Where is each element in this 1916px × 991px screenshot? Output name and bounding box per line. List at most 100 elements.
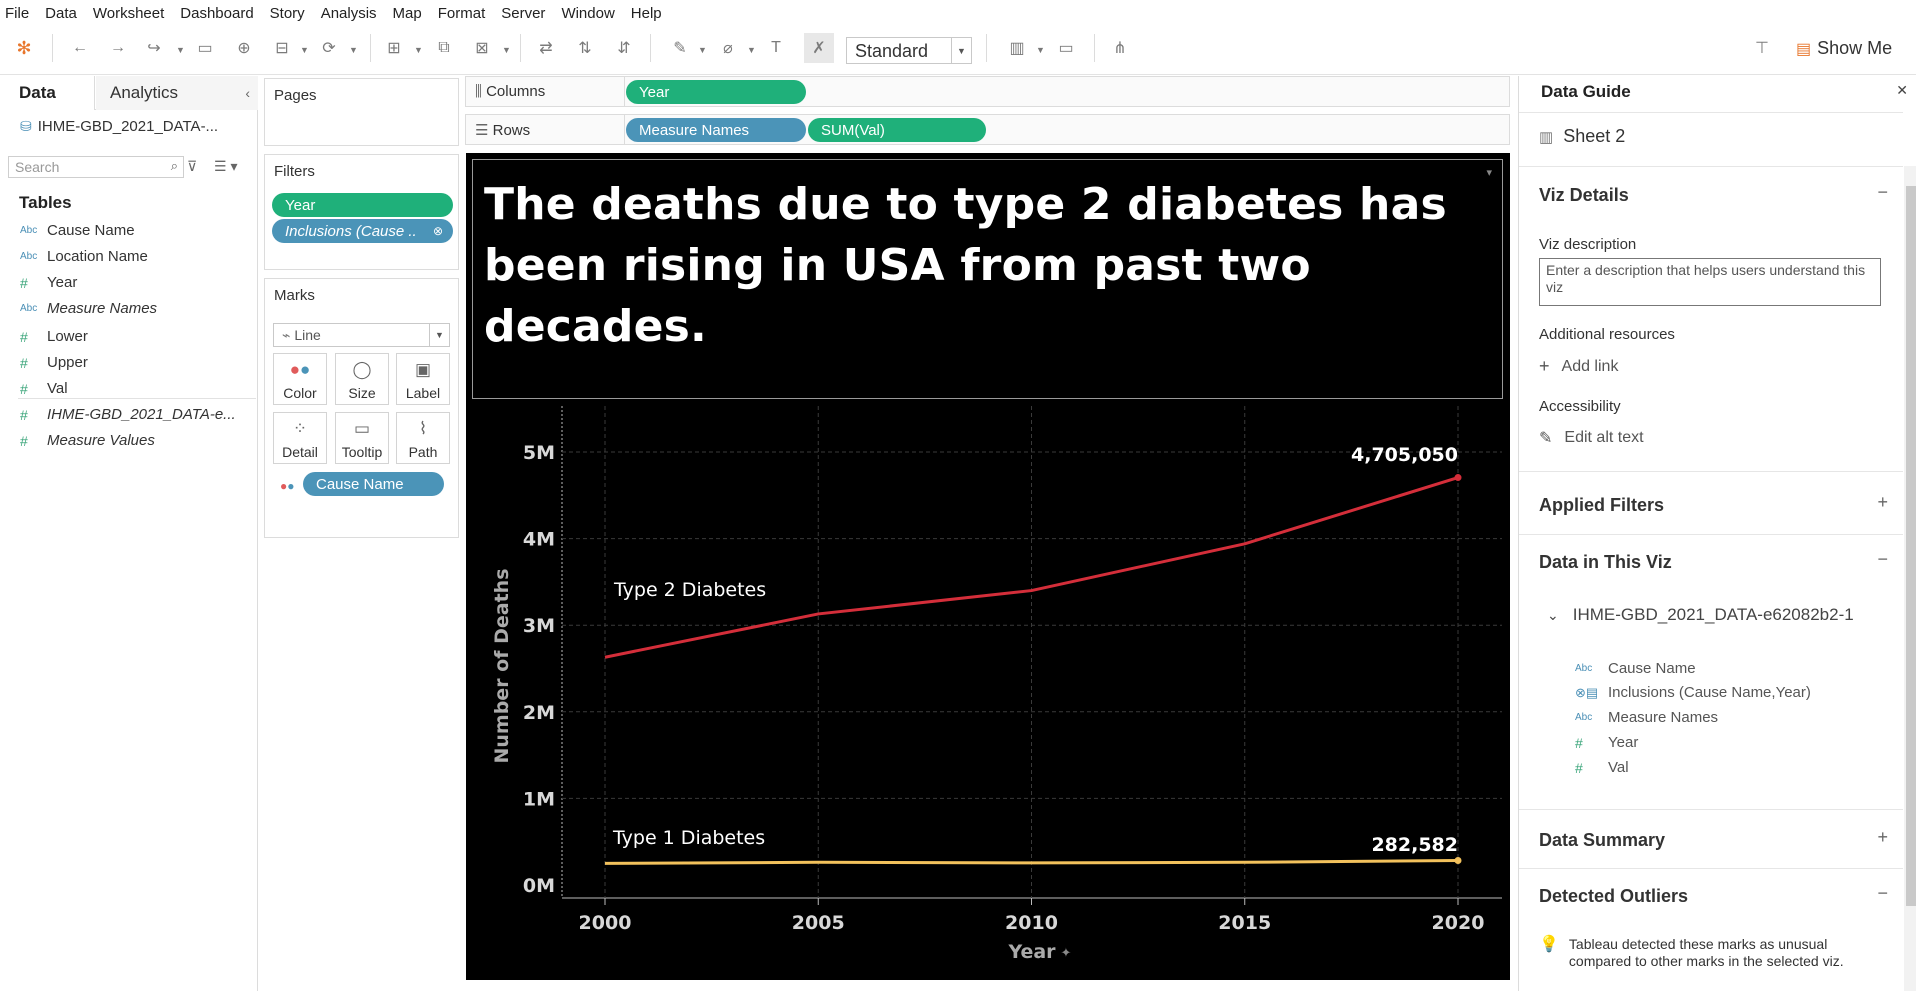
sort-desc-icon[interactable]: ⇵ [617,40,631,57]
collapse-icon[interactable]: ‹ [245,85,250,101]
field-item[interactable]: # IHME-GBD_2021_DATA-e... [20,406,236,423]
marks-tooltip-button[interactable]: ▭ Tooltip [335,412,389,464]
clear-dropdown-icon[interactable]: ▼ [502,45,511,55]
x-axis-title: Year [1007,941,1056,963]
clear-sheet-icon[interactable]: ⊠ [475,40,489,57]
field-item[interactable]: Abc Cause Name [20,222,135,239]
menu-analysis[interactable]: Analysis [320,4,377,22]
refresh-dropdown-icon[interactable]: ▼ [349,45,358,55]
show-me-button[interactable]: ▤ Show Me [1796,38,1892,59]
guide-datasource[interactable]: ⌄ IHME-GBD_2021_DATA-e62082b2-1 [1547,605,1854,625]
field-item[interactable]: # Upper [20,354,88,371]
guide-scrollbar[interactable] [1906,186,1916,906]
viz-description-input[interactable]: Enter a description that helps users und… [1539,258,1881,306]
menu-story[interactable]: Story [269,4,305,22]
marks-size-label: Size [348,385,376,401]
menu-map[interactable]: Map [392,4,422,22]
field-item[interactable]: # Val [20,380,68,397]
pause-dropdown-icon[interactable]: ▼ [300,45,309,55]
columns-pill-year[interactable]: Year [626,80,806,104]
tab-analytics[interactable]: Analytics ‹ [96,76,258,110]
pages-card[interactable]: Pages [264,78,459,146]
show-cards-dropdown-icon[interactable]: ▼ [1036,45,1045,55]
edit-alt-text-button[interactable]: ✎ Edit alt text [1539,428,1644,448]
rows-shelf[interactable]: ☰ Rows Measure Names SUM(Val) [465,114,1510,145]
group-dropdown-icon[interactable]: ▼ [747,45,756,55]
expand-icon[interactable]: + [1877,492,1888,512]
field-item[interactable]: Abc Measure Names [20,300,158,317]
share-icon[interactable]: ⋔ [1113,40,1127,57]
field-item[interactable]: # Year [20,274,78,291]
datasource-item[interactable]: ⛁ IHME-GBD_2021_DATA-... [20,118,218,135]
tooltip-icon: ▭ [353,419,371,438]
guide-field[interactable]: Abc Cause Name [1575,660,1696,677]
search-input[interactable]: Search ⌕ [8,156,184,178]
show-cards-icon[interactable]: ▥ [1009,40,1025,57]
replay-dropdown-icon[interactable]: ▼ [176,45,185,55]
filters-card[interactable]: Filters Year Inclusions (Cause .. ⊗ [264,154,459,270]
sort-asc-icon[interactable]: ⇅ [578,40,592,57]
menu-file[interactable]: File [5,4,30,22]
y-tick-label: 3M [523,615,555,637]
menu-help[interactable]: Help [630,4,662,22]
collapse-icon[interactable]: − [1877,549,1888,569]
menu-server[interactable]: Server [501,4,546,22]
guide-field[interactable]: # Val [1575,759,1629,776]
collapse-icon[interactable]: − [1877,883,1888,903]
field-item[interactable]: Abc Location Name [20,248,148,265]
save-icon[interactable]: ▭ [197,40,213,57]
group-icon[interactable]: ⌀ [723,40,733,57]
refresh-icon[interactable]: ⟳ [322,40,336,57]
new-worksheet-icon[interactable]: ⊞ [387,40,401,57]
marks-pill-cause-name[interactable]: Cause Name [303,472,444,496]
line-chart[interactable]: 0M 1M 2M 3M 4M 5M 2000 2005 2010 2015 2020 Number o… [466,153,1510,980]
field-item[interactable]: # Measure Values [20,432,155,449]
fix-axes-icon[interactable]: ✗ [804,33,834,63]
add-link-button[interactable]: + Add link [1539,356,1618,377]
menu-dashboard[interactable]: Dashboard [180,4,254,22]
view-options-icon[interactable]: ☰ ▾ [214,158,238,174]
tableau-logo-icon[interactable]: ✻ [16,37,32,58]
swap-icon[interactable]: ⇄ [539,40,553,57]
marks-size-button[interactable]: ◯ Size [335,353,389,405]
guide-field[interactable]: # Year [1575,734,1639,751]
marks-label-button[interactable]: ▣ Label [396,353,450,405]
redo-icon[interactable]: → [110,39,126,56]
new-worksheet-dropdown-icon[interactable]: ▼ [414,45,423,55]
rows-pill-measure-names[interactable]: Measure Names [626,118,806,142]
viz-title-box[interactable]: The deaths due to type 2 diabetes has be… [472,159,1503,399]
field-item[interactable]: # Lower [20,328,88,345]
mark-type-select[interactable]: ⌁ Line ▼ [273,323,450,347]
filter-pill-year[interactable]: Year [272,193,453,217]
collapse-icon[interactable]: − [1877,182,1888,202]
format-painter-icon[interactable]: ⊤ [1755,40,1769,57]
labels-icon[interactable]: T [771,39,781,56]
marks-detail-button[interactable]: ⁘ Detail [273,412,327,464]
viz-canvas[interactable]: The deaths due to type 2 diabetes has be… [466,153,1510,980]
close-icon[interactable]: ✕ [1896,82,1908,98]
menu-worksheet[interactable]: Worksheet [92,4,165,22]
tab-data[interactable]: Data [0,76,95,110]
replay-icon[interactable]: ↪ [147,40,161,57]
filter-pill-inclusions[interactable]: Inclusions (Cause .. ⊗ [272,219,453,243]
menu-format[interactable]: Format [437,4,486,22]
menu-window[interactable]: Window [561,4,615,22]
guide-field[interactable]: Abc Measure Names [1575,709,1719,726]
presentation-icon[interactable]: ▭ [1058,40,1074,57]
fit-select[interactable]: Standard ▼ [846,37,972,64]
highlight-dropdown-icon[interactable]: ▼ [698,45,707,55]
new-datasource-icon[interactable]: ⊕ [237,40,251,57]
columns-shelf[interactable]: ⫼ Columns Year [465,76,1510,107]
title-menu-icon[interactable]: ▾ [1486,167,1492,179]
marks-path-button[interactable]: ⌇ Path [396,412,450,464]
duplicate-icon[interactable]: ⧉ [438,39,450,56]
highlight-icon[interactable]: ✎ [673,40,687,57]
expand-icon[interactable]: + [1877,827,1888,847]
pause-updates-icon[interactable]: ⊟ [275,40,289,57]
marks-color-button[interactable]: ●● Color [273,353,327,405]
undo-icon[interactable]: ← [72,39,88,56]
guide-field[interactable]: ⊗▤ Inclusions (Cause Name,Year) [1575,684,1811,701]
filter-icon[interactable]: ⊽ [187,158,198,174]
rows-pill-sum-val[interactable]: SUM(Val) [808,118,986,142]
menu-data[interactable]: Data [45,4,77,22]
